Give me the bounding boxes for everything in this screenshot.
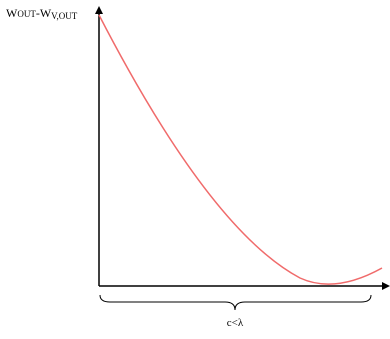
label-part: W — [6, 6, 18, 20]
y-axis-label: WOUT-WV,OUT — [6, 6, 78, 21]
brace — [99, 294, 372, 311]
curve — [98, 14, 383, 285]
label-part: -W — [36, 6, 52, 20]
x-axis-label: c<λ — [227, 317, 244, 329]
label-part: OUT — [17, 9, 36, 19]
label-part: V,OUT — [51, 11, 78, 21]
